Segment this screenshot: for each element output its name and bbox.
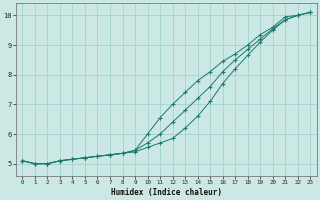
X-axis label: Humidex (Indice chaleur): Humidex (Indice chaleur) <box>111 188 222 197</box>
